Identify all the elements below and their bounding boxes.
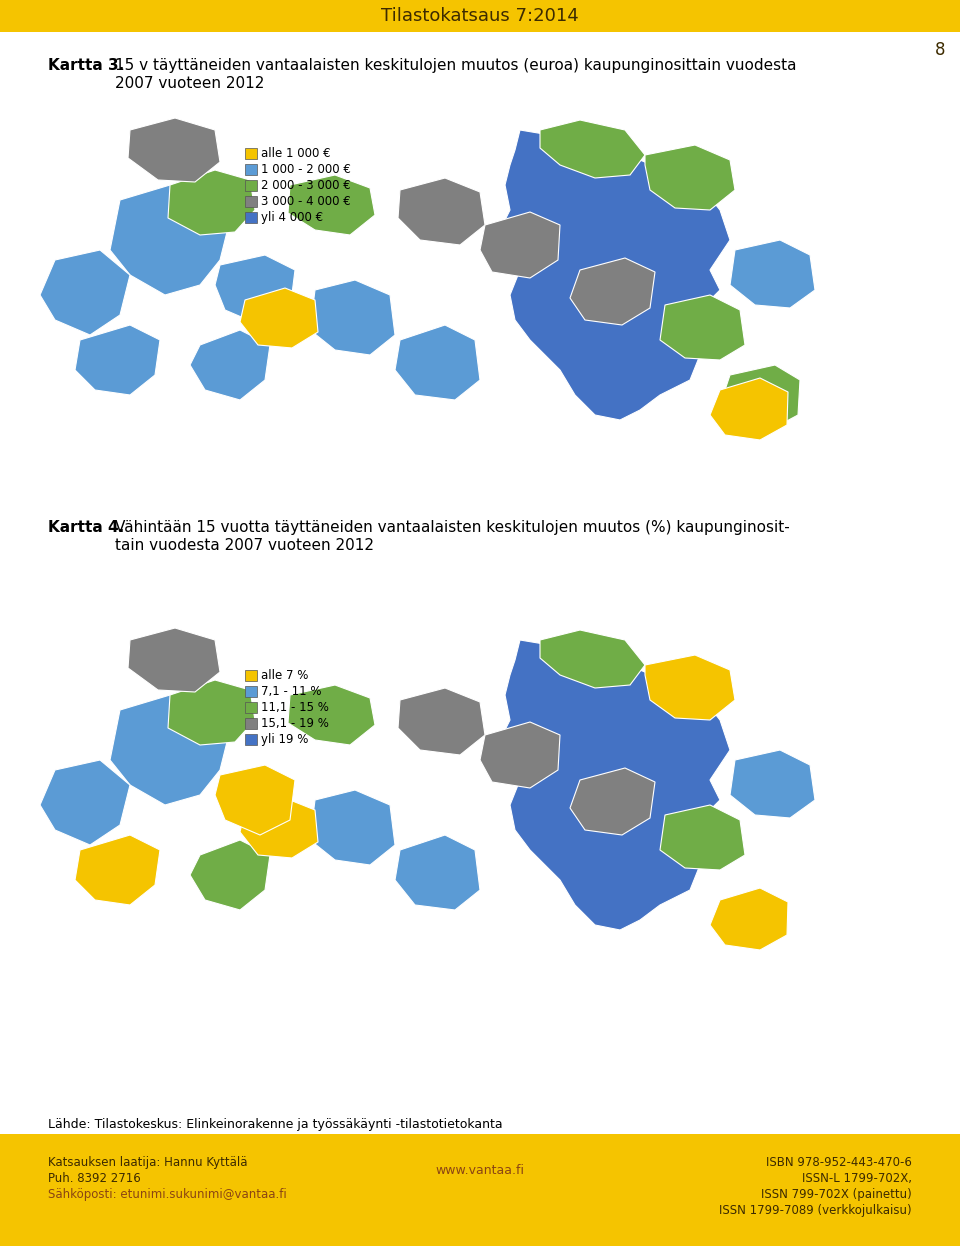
FancyBboxPatch shape [245,718,257,729]
Polygon shape [40,760,130,845]
Text: 7,1 - 11 %: 7,1 - 11 % [261,685,322,698]
Polygon shape [395,835,480,910]
Text: Tilastokatsaus 7:2014: Tilastokatsaus 7:2014 [381,7,579,25]
FancyBboxPatch shape [245,212,257,223]
Polygon shape [500,640,730,930]
Text: 11,1 - 15 %: 11,1 - 15 % [261,701,329,714]
Text: 8: 8 [934,41,945,59]
FancyBboxPatch shape [245,179,257,191]
Polygon shape [395,325,480,400]
Polygon shape [480,212,560,278]
Polygon shape [240,288,318,348]
FancyBboxPatch shape [245,734,257,745]
FancyBboxPatch shape [245,687,257,697]
Polygon shape [240,797,318,858]
Polygon shape [710,378,788,440]
Text: Katsauksen laatija: Hannu Kyttälä: Katsauksen laatija: Hannu Kyttälä [48,1156,248,1169]
Polygon shape [190,330,270,400]
Polygon shape [645,655,735,720]
Text: ISSN-L 1799-702X,: ISSN-L 1799-702X, [802,1172,912,1185]
Polygon shape [128,118,220,182]
Polygon shape [40,250,130,335]
FancyBboxPatch shape [245,670,257,682]
Polygon shape [215,765,295,835]
Polygon shape [645,145,735,211]
Text: yli 4 000 €: yli 4 000 € [261,211,324,224]
Text: 15 v täyttäneiden vantaalaisten keskitulojen muutos (euroa) kaupunginosittain vu: 15 v täyttäneiden vantaalaisten keskitul… [115,59,797,74]
Polygon shape [398,178,485,245]
Polygon shape [570,768,655,835]
Polygon shape [540,120,645,178]
Text: 1 000 - 2 000 €: 1 000 - 2 000 € [261,163,350,176]
FancyBboxPatch shape [245,701,257,713]
Text: Lähde: Tilastokeskus: Elinkeinorakenne ja työssäkäynti -tilastotietokanta: Lähde: Tilastokeskus: Elinkeinorakenne j… [48,1118,503,1131]
Text: www.vantaa.fi: www.vantaa.fi [436,1164,524,1177]
Polygon shape [168,680,255,745]
Polygon shape [500,130,730,420]
Polygon shape [480,721,560,787]
Text: ISBN 978-952-443-470-6: ISBN 978-952-443-470-6 [766,1156,912,1169]
Text: 3 000 - 4 000 €: 3 000 - 4 000 € [261,196,350,208]
Polygon shape [730,240,815,308]
Polygon shape [540,630,645,688]
Polygon shape [168,169,255,235]
FancyBboxPatch shape [245,148,257,159]
Text: tain vuodesta 2007 vuoteen 2012: tain vuodesta 2007 vuoteen 2012 [115,538,374,553]
Polygon shape [110,695,230,805]
Text: 2 000 - 3 000 €: 2 000 - 3 000 € [261,179,350,192]
Text: Sähköposti: etunimi.sukunimi@vantaa.fi: Sähköposti: etunimi.sukunimi@vantaa.fi [48,1187,287,1201]
Text: ISSN 1799-7089 (verkkojulkaisu): ISSN 1799-7089 (verkkojulkaisu) [719,1204,912,1217]
Polygon shape [190,840,270,910]
Text: alle 7 %: alle 7 % [261,669,308,682]
Polygon shape [288,174,375,235]
Text: Puh. 8392 2716: Puh. 8392 2716 [48,1172,141,1185]
Polygon shape [310,280,395,355]
Text: 15,1 - 19 %: 15,1 - 19 % [261,716,329,730]
Bar [0,1134,960,1246]
Polygon shape [570,258,655,325]
Polygon shape [110,184,230,295]
Bar [0,0,960,32]
Polygon shape [75,835,160,905]
FancyBboxPatch shape [245,196,257,207]
Polygon shape [660,295,745,360]
Polygon shape [398,688,485,755]
Polygon shape [128,628,220,692]
Polygon shape [660,805,745,870]
Text: ISSN 799-702X (painettu): ISSN 799-702X (painettu) [761,1187,912,1201]
Polygon shape [730,750,815,819]
Text: Kartta 3.: Kartta 3. [48,59,124,74]
Polygon shape [310,790,395,865]
Polygon shape [720,365,800,430]
Polygon shape [75,325,160,395]
Text: yli 19 %: yli 19 % [261,733,308,746]
Polygon shape [215,255,295,325]
Polygon shape [710,888,788,949]
Text: Kartta 4.: Kartta 4. [48,520,124,535]
Text: Vähintään 15 vuotta täyttäneiden vantaalaisten keskitulojen muutos (%) kaupungin: Vähintään 15 vuotta täyttäneiden vantaal… [115,520,790,535]
Polygon shape [288,685,375,745]
Text: alle 1 000 €: alle 1 000 € [261,147,330,159]
FancyBboxPatch shape [245,164,257,174]
Text: 2007 vuoteen 2012: 2007 vuoteen 2012 [115,76,264,91]
